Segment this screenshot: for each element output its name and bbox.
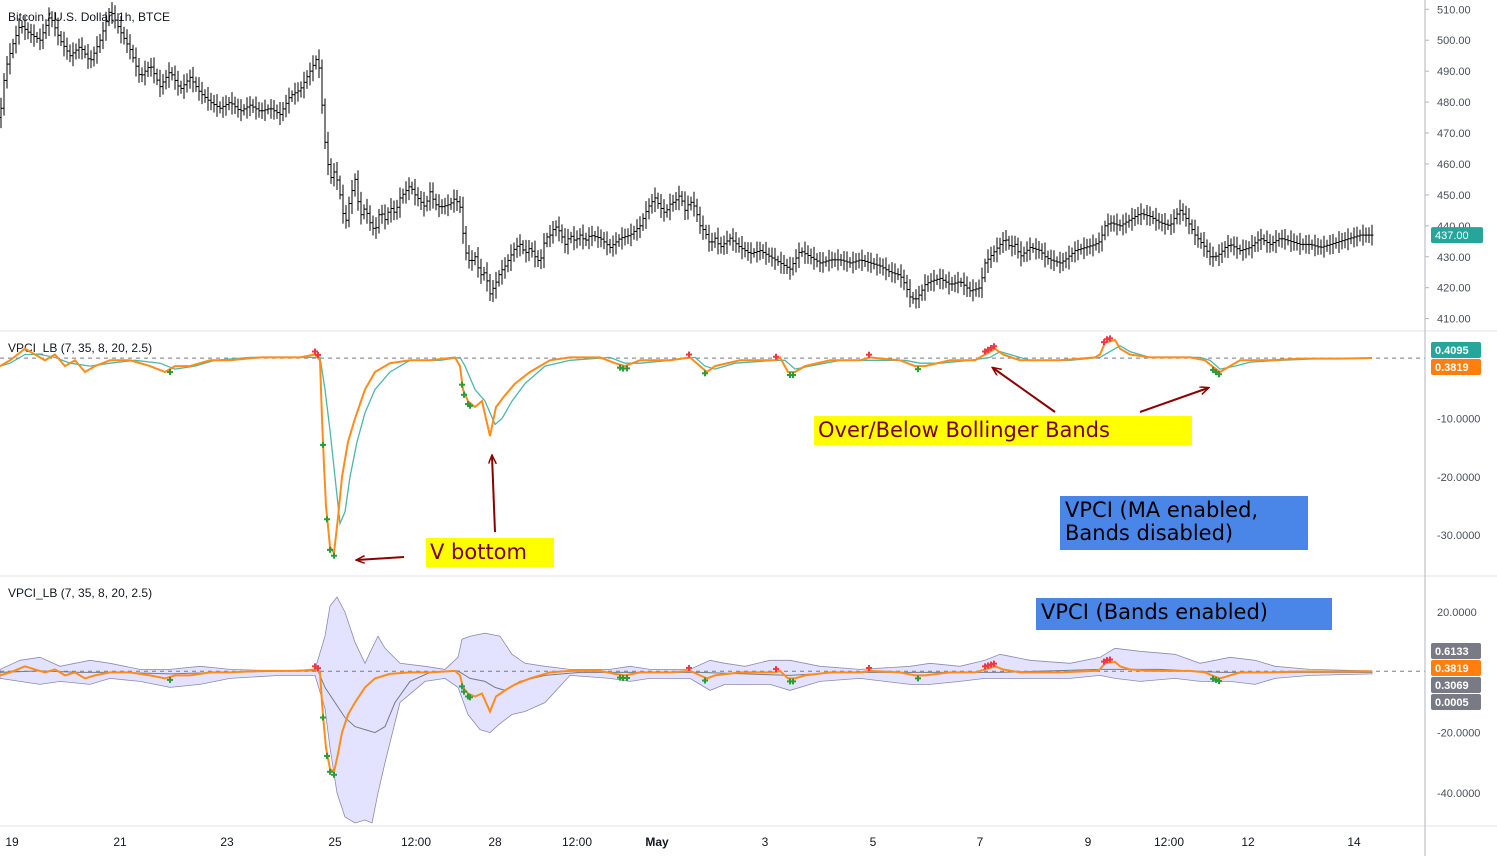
vpci-bands-badge-label: 0.3069 <box>1435 680 1469 692</box>
time-axis-label: May <box>645 835 669 849</box>
price-tick-label: 450.00 <box>1437 190 1471 202</box>
time-axis-label: 12:00 <box>1154 835 1184 849</box>
price-tick-label: 500.00 <box>1437 35 1471 47</box>
price-tick-label: 510.00 <box>1437 4 1471 16</box>
vpci-line <box>0 338 1373 556</box>
vpci-ma-badge-label: 0.4095 <box>1435 345 1469 357</box>
annotation-arrow <box>993 368 1056 413</box>
vpci-ma-badge <box>1431 359 1481 375</box>
vpci-ma-badge-label: 0.3819 <box>1435 362 1469 374</box>
annotation-arrow <box>1139 388 1208 413</box>
vpci-bands-pane: VPCI_LB (7, 35, 8, 20, 2.5) <box>0 586 1425 824</box>
time-axis-label: 28 <box>488 835 502 849</box>
time-axis-label: 3 <box>762 835 769 849</box>
time-axis-label: 12 <box>1241 835 1255 849</box>
vpci-bands-badge <box>1431 677 1481 693</box>
annotation-arrow <box>357 557 405 560</box>
price-bars <box>0 2 1374 309</box>
price-tick-label: 460.00 <box>1437 159 1471 171</box>
time-axis-label: 12:00 <box>401 835 431 849</box>
time-axis-label: 14 <box>1347 835 1361 849</box>
time-axis-label: 5 <box>870 835 877 849</box>
price-title: Bitcoin / U.S. Dollar, 1h, BTCE <box>8 10 170 24</box>
vpci-bands-badge <box>1431 643 1481 659</box>
vpci-bands-badge-label: 0.6133 <box>1435 646 1469 658</box>
bollinger-band-area <box>0 596 1373 824</box>
vpci-ma-tick-label: -10.0000 <box>1437 414 1480 426</box>
vpci-bands-badge <box>1431 660 1481 676</box>
time-axis-label: 19 <box>5 835 19 849</box>
time-axis-label: 9 <box>1085 835 1092 849</box>
vpci-bands-tick-label: -40.0000 <box>1437 788 1480 800</box>
last-price-label: 437.00 <box>1435 230 1469 242</box>
vpci-bands-badge <box>1431 694 1481 710</box>
vpci-ma-tick-label: -20.0000 <box>1437 472 1480 484</box>
time-axis-label: 12:00 <box>562 835 592 849</box>
time-axis-label: 23 <box>220 835 234 849</box>
price-tick-label: 410.00 <box>1437 314 1471 326</box>
annotation-arrow <box>492 456 495 533</box>
vpci-ma-badge <box>1431 342 1481 358</box>
vpci-bands-title: VPCI_LB (7, 35, 8, 20, 2.5) <box>8 586 152 600</box>
bands-note-label: Over/Below Bollinger Bands <box>814 416 1192 445</box>
price-tick-label: 430.00 <box>1437 252 1471 264</box>
vpci-bands-tick-label: 20.0000 <box>1437 607 1477 619</box>
vpci-ma-tick-label: -30.0000 <box>1437 530 1480 542</box>
time-axis-label: 7 <box>977 835 984 849</box>
vpci-bands-tick-label: -20.0000 <box>1437 728 1480 740</box>
price-tick-label: 420.00 <box>1437 283 1471 295</box>
vpci-ma-title: VPCI_LB (7, 35, 8, 20, 2.5) <box>8 341 152 355</box>
price-pane: Bitcoin / U.S. Dollar, 1h, BTCE <box>0 2 1374 309</box>
vpci-ma-label: VPCI (MA enabled, Bands disabled) <box>1060 496 1308 550</box>
v-bottom-label: V bottom <box>426 538 554 567</box>
price-tick-label: 480.00 <box>1437 97 1471 109</box>
last-price-badge <box>1431 227 1483 244</box>
time-axis-label: 25 <box>328 835 342 849</box>
price-tick-label: 490.00 <box>1437 66 1471 78</box>
time-axis-label: 21 <box>113 835 127 849</box>
vpci-line <box>0 660 1373 774</box>
vpci-bands-label: VPCI (Bands enabled) <box>1036 598 1332 630</box>
vpci-bands-badge-label: 0.0005 <box>1435 697 1469 709</box>
annotation-arrows <box>357 368 1208 560</box>
vpci-bands-badge-label: 0.3819 <box>1435 663 1469 675</box>
vpci-ma-pane: VPCI_LB (7, 35, 8, 20, 2.5) <box>0 335 1425 559</box>
price-tick-label: 470.00 <box>1437 128 1471 140</box>
